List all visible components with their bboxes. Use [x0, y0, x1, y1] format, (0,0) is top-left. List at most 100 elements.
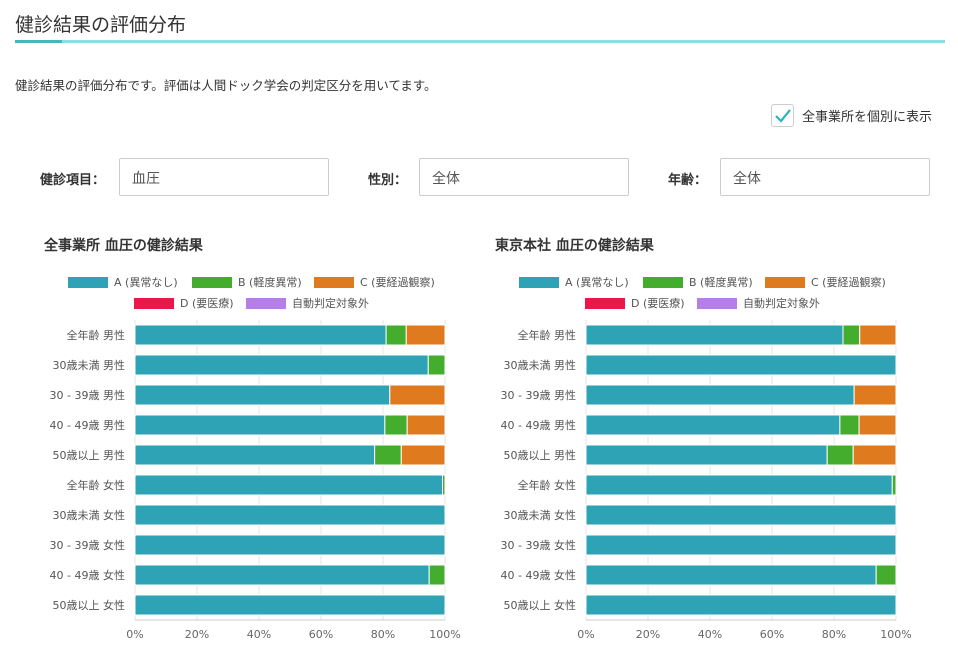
bar-segment[interactable] [858, 414, 897, 436]
legend-label: B (軽度異常) [689, 276, 753, 289]
bar-segment[interactable] [852, 444, 897, 466]
x-tick-label: 80% [822, 628, 846, 641]
legend-label: A (異常なし) [114, 276, 178, 289]
bar-segment[interactable] [134, 444, 376, 466]
bar-segment[interactable] [134, 324, 387, 346]
checkmark-icon[interactable] [771, 104, 794, 127]
y-category-label: 全年齢 男性 [67, 328, 126, 342]
y-category-label: 30歳未満 男性 [53, 358, 126, 372]
y-category-label: 40 - 49歳 男性 [50, 418, 125, 432]
bar-segment[interactable] [585, 444, 828, 466]
bar-segment[interactable] [384, 414, 408, 436]
bar-segment[interactable] [839, 414, 860, 436]
chart-plot: 0% 20% 40% 60% 80% 100% 全年齢 男性 30歳未満 男性 30 - 39歳… [50, 320, 461, 641]
x-tick-label: 40% [698, 628, 722, 641]
legend-swatch [134, 297, 174, 309]
legend-label: C (要経過観察) [360, 276, 435, 289]
y-category-label: 全年齢 男性 [518, 328, 577, 342]
bar-segment[interactable] [585, 324, 844, 346]
bar-segment[interactable] [875, 564, 897, 586]
bar-segment[interactable] [427, 354, 446, 376]
legend-label: D (要医療) [631, 297, 685, 310]
bar-segment[interactable] [400, 444, 446, 466]
legend-item[interactable]: D (要医療) [585, 295, 685, 311]
filter-label-item: 健診項目： [40, 173, 106, 188]
legend-item[interactable]: A (異常なし) [68, 274, 178, 290]
legend-item[interactable]: D (要医療) [134, 295, 234, 311]
legend-swatch [585, 297, 625, 309]
bar-segment[interactable] [134, 414, 386, 436]
bar-segment[interactable] [428, 564, 446, 586]
x-tick-label: 80% [371, 628, 395, 641]
bar-segment[interactable] [405, 324, 446, 346]
y-category-label: 30 - 39歳 女性 [501, 538, 576, 552]
bar-segment[interactable] [134, 384, 391, 406]
y-category-label: 30歳未満 女性 [53, 508, 126, 522]
chart-title: 東京本社 血圧の健診結果 [495, 238, 654, 254]
x-tick-label: 60% [760, 628, 784, 641]
legend-swatch [192, 276, 232, 288]
x-tick-label: 20% [185, 628, 209, 641]
y-category-label: 30 - 39歳 男性 [50, 388, 125, 402]
bar-segment[interactable] [585, 534, 897, 556]
chart-title: 全事業所 血圧の健診結果 [44, 238, 203, 254]
y-category-label: 50歳以上 女性 [53, 598, 126, 612]
bar-segment[interactable] [134, 534, 446, 556]
bar-segment[interactable] [853, 384, 897, 406]
bar-segment[interactable] [406, 414, 446, 436]
legend-item[interactable]: C (要経過観察) [765, 274, 886, 290]
bar-segment[interactable] [842, 324, 861, 346]
bar-segment[interactable] [374, 444, 402, 466]
legend-label: A (異常なし) [565, 276, 629, 289]
checkbox-label: 全事業所を個別に表示 [802, 110, 933, 125]
bar-segment[interactable] [585, 414, 841, 436]
bar-segment[interactable] [442, 474, 446, 496]
y-category-label: 40 - 49歳 男性 [501, 418, 576, 432]
bar-segment[interactable] [585, 354, 897, 376]
y-category-label: 30 - 39歳 男性 [501, 388, 576, 402]
filter-age-select[interactable]: 全体 [720, 158, 930, 196]
bar-segment[interactable] [891, 474, 897, 496]
bar-segment[interactable] [585, 594, 897, 616]
show-each-office-checkbox[interactable]: 全事業所を個別に表示 [771, 104, 932, 127]
bar-segment[interactable] [134, 504, 446, 526]
bar-segment[interactable] [585, 504, 897, 526]
y-category-label: 50歳以上 男性 [504, 448, 577, 462]
page-description: 健診結果の評価分布です。評価は人間ドック学会の判定区分を用いてます。 [15, 78, 437, 93]
legend-swatch [643, 276, 683, 288]
bar-segment[interactable] [385, 324, 407, 346]
x-tick-label: 60% [309, 628, 333, 641]
filter-item-select[interactable]: 血圧 [119, 158, 329, 196]
bar-segment[interactable] [859, 324, 897, 346]
bar-segment[interactable] [134, 564, 430, 586]
legend-swatch [314, 276, 354, 288]
x-tick-label: 0% [126, 628, 143, 641]
bar-segment[interactable] [585, 384, 855, 406]
legend-swatch [765, 276, 805, 288]
legend-swatch [697, 297, 737, 309]
legend-item[interactable]: C (要経過観察) [314, 274, 435, 290]
legend-label: B (軽度異常) [238, 276, 302, 289]
legend-item[interactable]: 自動判定対象外 [697, 295, 820, 311]
y-category-label: 50歳以上 男性 [53, 448, 126, 462]
legend-label: D (要医療) [180, 297, 234, 310]
bar-segment[interactable] [389, 384, 446, 406]
legend-item[interactable]: 自動判定対象外 [246, 295, 369, 311]
y-category-label: 30 - 39歳 女性 [50, 538, 125, 552]
bar-segment[interactable] [826, 444, 854, 466]
chart-tokyo-hq: 東京本社 血圧の健診結果 A (異常なし) B (軽度異常) C (要経過観察) D (… [481, 232, 931, 652]
bar-segment[interactable] [585, 474, 893, 496]
y-category-label: 40 - 49歳 女性 [501, 568, 576, 582]
legend-item[interactable]: A (異常なし) [519, 274, 629, 290]
bar-segment[interactable] [585, 564, 877, 586]
bar-segment[interactable] [134, 594, 446, 616]
filter-gender-select[interactable]: 全体 [419, 158, 629, 196]
legend-swatch [519, 276, 559, 288]
y-category-label: 30歳未満 男性 [504, 358, 577, 372]
bar-segment[interactable] [134, 474, 444, 496]
y-category-label: 30歳未満 女性 [504, 508, 577, 522]
legend-item[interactable]: B (軽度異常) [643, 274, 753, 290]
x-tick-label: 20% [636, 628, 660, 641]
bar-segment[interactable] [134, 354, 429, 376]
legend-item[interactable]: B (軽度異常) [192, 274, 302, 290]
